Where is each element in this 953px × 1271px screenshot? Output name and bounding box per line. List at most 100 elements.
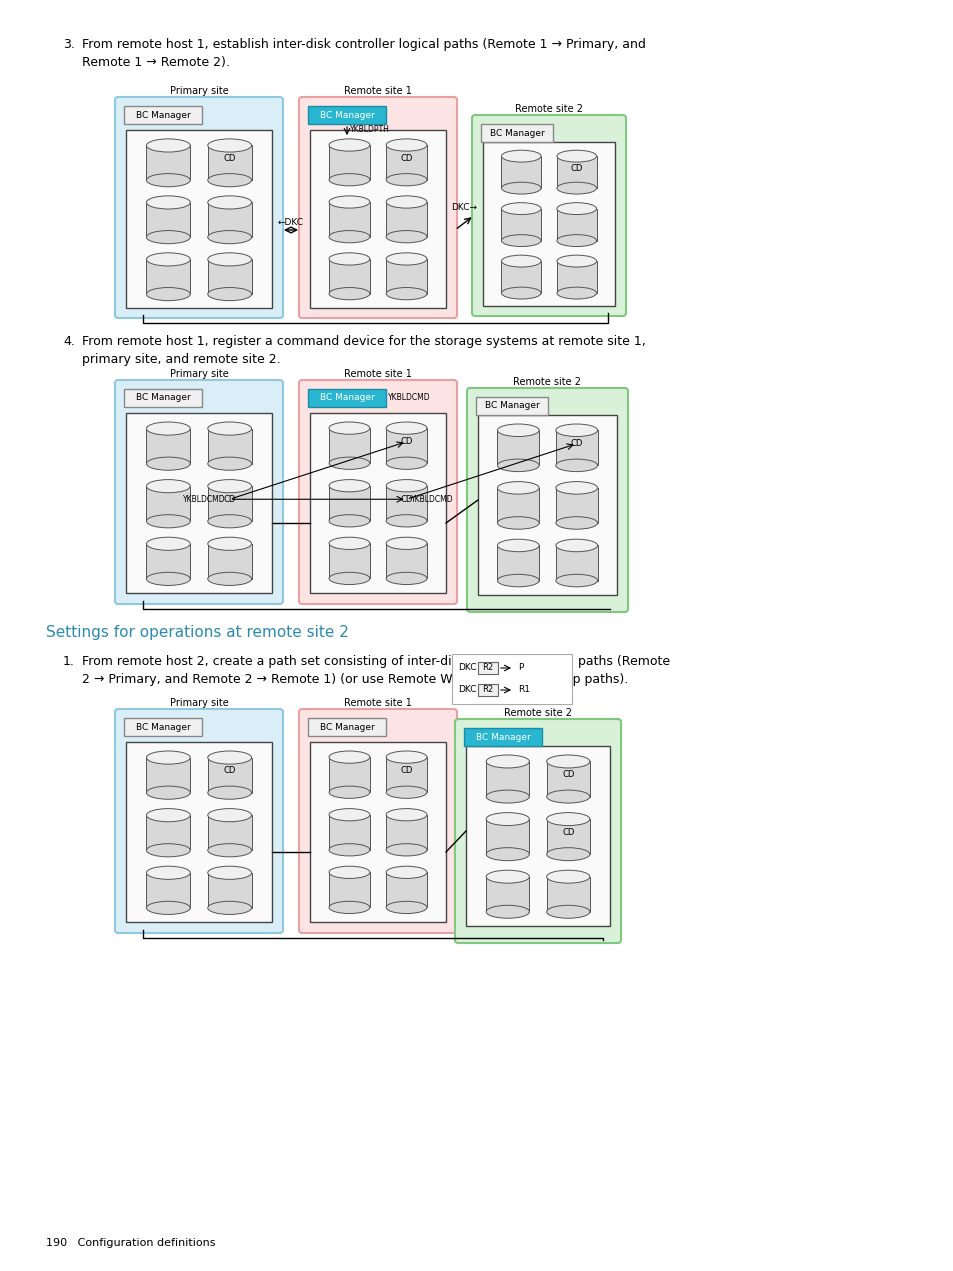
Text: BC Manager: BC Manager	[319, 111, 374, 119]
Ellipse shape	[486, 755, 529, 768]
Polygon shape	[486, 877, 529, 911]
Text: YKBLDPTH: YKBLDPTH	[350, 126, 390, 135]
Text: Primary site: Primary site	[170, 698, 228, 708]
Text: Remote site 1: Remote site 1	[344, 86, 412, 97]
Polygon shape	[147, 259, 190, 294]
Ellipse shape	[486, 848, 529, 860]
FancyBboxPatch shape	[463, 728, 541, 746]
Text: CD: CD	[400, 494, 413, 503]
Text: From remote host 1, establish inter-disk controller logical paths (Remote 1 → Pr: From remote host 1, establish inter-disk…	[82, 38, 645, 69]
Polygon shape	[329, 202, 370, 236]
Polygon shape	[147, 815, 190, 850]
Polygon shape	[556, 488, 597, 522]
Polygon shape	[208, 428, 252, 464]
Text: BC Manager: BC Manager	[484, 402, 538, 411]
Ellipse shape	[147, 139, 190, 153]
Polygon shape	[556, 431, 597, 465]
Polygon shape	[546, 819, 589, 854]
Ellipse shape	[386, 196, 427, 208]
Ellipse shape	[208, 139, 252, 153]
Ellipse shape	[208, 901, 252, 914]
Ellipse shape	[329, 751, 370, 764]
Ellipse shape	[329, 230, 370, 243]
Ellipse shape	[147, 458, 190, 470]
FancyBboxPatch shape	[452, 655, 572, 704]
Ellipse shape	[329, 901, 370, 914]
Text: Remote site 2: Remote site 2	[503, 708, 572, 718]
Polygon shape	[486, 819, 529, 854]
FancyBboxPatch shape	[477, 662, 497, 674]
Polygon shape	[386, 872, 427, 907]
Text: Remote site 2: Remote site 2	[513, 377, 581, 386]
Ellipse shape	[208, 422, 252, 435]
FancyBboxPatch shape	[298, 709, 456, 933]
FancyBboxPatch shape	[310, 130, 446, 308]
Polygon shape	[386, 758, 427, 792]
FancyBboxPatch shape	[480, 125, 553, 142]
Ellipse shape	[386, 867, 427, 878]
Polygon shape	[546, 761, 589, 797]
Text: R2: R2	[482, 663, 493, 672]
FancyBboxPatch shape	[308, 105, 386, 125]
Ellipse shape	[386, 458, 427, 469]
Text: 190   Configuration definitions: 190 Configuration definitions	[46, 1238, 215, 1248]
Polygon shape	[557, 261, 596, 294]
FancyBboxPatch shape	[115, 380, 283, 604]
Text: From remote host 1, register a command device for the storage systems at remote : From remote host 1, register a command d…	[82, 336, 645, 366]
Ellipse shape	[556, 539, 597, 552]
Ellipse shape	[497, 459, 538, 472]
Polygon shape	[329, 428, 370, 463]
Ellipse shape	[329, 538, 370, 549]
Ellipse shape	[329, 196, 370, 208]
Ellipse shape	[208, 458, 252, 470]
Ellipse shape	[386, 422, 427, 435]
Polygon shape	[147, 544, 190, 578]
Text: DKC→: DKC→	[451, 203, 477, 212]
Polygon shape	[208, 544, 252, 578]
Ellipse shape	[501, 202, 540, 215]
Ellipse shape	[546, 812, 589, 826]
Ellipse shape	[147, 867, 190, 880]
Text: BC Manager: BC Manager	[476, 732, 530, 741]
Text: Remote site 1: Remote site 1	[344, 369, 412, 379]
Text: Remote site 2: Remote site 2	[515, 104, 582, 114]
Text: BC Manager: BC Manager	[319, 722, 374, 732]
Ellipse shape	[208, 751, 252, 764]
Text: BC Manager: BC Manager	[135, 722, 191, 732]
Polygon shape	[147, 145, 190, 180]
Ellipse shape	[147, 751, 190, 764]
Text: CD: CD	[400, 154, 413, 163]
Polygon shape	[208, 758, 252, 793]
Ellipse shape	[556, 517, 597, 529]
Ellipse shape	[386, 808, 427, 821]
Ellipse shape	[486, 905, 529, 918]
Text: CD: CD	[223, 494, 235, 503]
Ellipse shape	[557, 255, 596, 267]
FancyBboxPatch shape	[115, 709, 283, 933]
Ellipse shape	[329, 479, 370, 492]
Polygon shape	[208, 202, 252, 238]
Polygon shape	[147, 758, 190, 793]
FancyBboxPatch shape	[126, 742, 272, 921]
Ellipse shape	[329, 515, 370, 527]
Ellipse shape	[386, 538, 427, 549]
Ellipse shape	[147, 572, 190, 586]
Text: CD: CD	[400, 437, 413, 446]
Ellipse shape	[147, 844, 190, 857]
Ellipse shape	[386, 287, 427, 300]
Ellipse shape	[386, 479, 427, 492]
Polygon shape	[556, 545, 597, 581]
Text: CD: CD	[561, 770, 574, 779]
FancyBboxPatch shape	[465, 746, 609, 927]
FancyBboxPatch shape	[455, 719, 620, 943]
Ellipse shape	[556, 459, 597, 472]
FancyBboxPatch shape	[310, 413, 446, 594]
Ellipse shape	[557, 235, 596, 247]
Ellipse shape	[147, 174, 190, 187]
Ellipse shape	[546, 755, 589, 768]
FancyBboxPatch shape	[126, 413, 272, 594]
Ellipse shape	[386, 572, 427, 585]
Ellipse shape	[557, 150, 596, 163]
Ellipse shape	[546, 871, 589, 883]
Text: P: P	[517, 663, 523, 672]
